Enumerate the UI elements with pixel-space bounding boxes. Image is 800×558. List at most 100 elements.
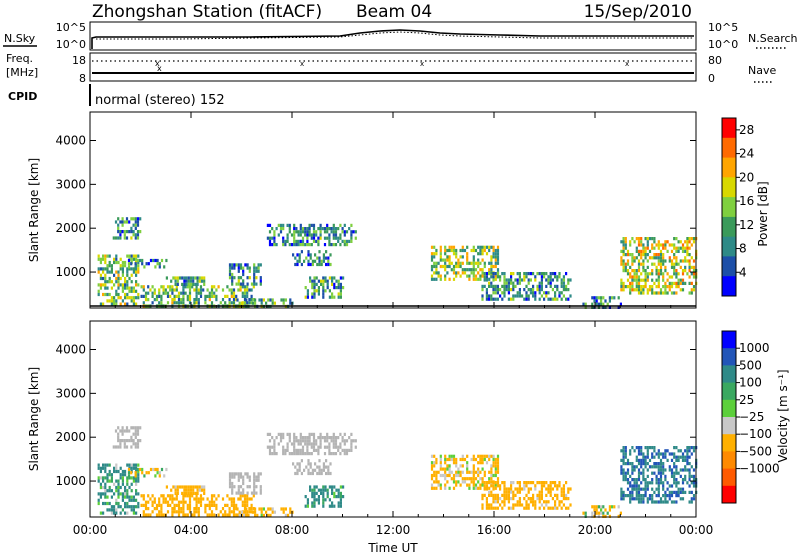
- echo-cell: [470, 248, 473, 253]
- echo-cell: [496, 464, 500, 468]
- echo-cell: [115, 260, 118, 265]
- echo-cell: [192, 491, 195, 495]
- echo-cell: [265, 301, 268, 305]
- echo-cell: [242, 269, 245, 273]
- echo-cell: [134, 236, 137, 240]
- echo-cell: [670, 452, 674, 456]
- echo-cell: [266, 432, 269, 436]
- echo-cell: [328, 276, 331, 280]
- echo-cell: [308, 230, 311, 234]
- echo-cell: [479, 261, 482, 265]
- echo-cell: [307, 471, 310, 476]
- echo-cell: [466, 464, 469, 468]
- echo-cell: [655, 465, 658, 469]
- echo-cell: [631, 256, 634, 260]
- echo-cell: [543, 272, 546, 276]
- echo-cell: [461, 454, 464, 458]
- echo-cell: [686, 468, 689, 472]
- echo-cell: [242, 488, 245, 492]
- echo-cell: [142, 301, 145, 305]
- echo-cell: [631, 259, 634, 263]
- echo-cell: [659, 462, 663, 466]
- echo-cell: [130, 286, 133, 290]
- echo-cell: [282, 223, 285, 227]
- echo-cell: [692, 237, 696, 241]
- echo-cell: [182, 494, 185, 498]
- echo-cell: [331, 276, 334, 280]
- echo-cell: [215, 288, 218, 292]
- echo-cell: [323, 439, 327, 443]
- echo-cell: [335, 279, 338, 283]
- echo-cell: [228, 475, 232, 479]
- echo-cell: [192, 279, 195, 283]
- echo-cell: [119, 511, 122, 515]
- echo-cell: [235, 472, 238, 476]
- echo-cell: [686, 243, 689, 247]
- echo-cell: [529, 272, 532, 276]
- echo-cell: [282, 432, 285, 436]
- echo-cell: [503, 284, 506, 288]
- echo-cell: [158, 262, 161, 266]
- echo-cell: [485, 275, 488, 279]
- echo-cell: [106, 473, 109, 477]
- echo-cell: [666, 249, 669, 253]
- echo-cell: [534, 294, 537, 298]
- echo-cell: [655, 269, 658, 273]
- echo-cell: [556, 278, 559, 282]
- echo-cell: [679, 278, 682, 282]
- echo-cell: [686, 249, 689, 253]
- echo-cell: [490, 470, 493, 474]
- echo-cell: [635, 285, 638, 289]
- echo-cell: [350, 432, 353, 436]
- echo-cell: [439, 483, 442, 487]
- echo-cell: [488, 490, 491, 494]
- echo-cell: [690, 500, 693, 504]
- echo-cell: [510, 278, 513, 282]
- echo-cell: [132, 479, 135, 483]
- echo-cell: [119, 296, 122, 300]
- echo-cell: [496, 506, 499, 510]
- echo-cell: [153, 298, 156, 302]
- echo-cell: [470, 268, 473, 272]
- echo-cell: [137, 270, 140, 274]
- echo-cell: [532, 294, 535, 298]
- echo-cell: [124, 489, 127, 493]
- echo-cell: [659, 265, 663, 269]
- echo-cell: [565, 506, 568, 510]
- echo-cell: [637, 449, 641, 453]
- echo-cell: [677, 249, 680, 253]
- echo-cell: [547, 490, 550, 494]
- echo-cell: [617, 505, 620, 509]
- echo-cell: [681, 458, 685, 462]
- echo-cell: [325, 459, 328, 463]
- echo-cell: [337, 436, 340, 440]
- echo-cell: [651, 243, 654, 247]
- echo-cell: [231, 266, 234, 270]
- echo-cell: [330, 436, 333, 440]
- echo-cell: [240, 301, 243, 305]
- echo-cell: [430, 264, 434, 269]
- echo-cell: [651, 256, 654, 260]
- echo-cell: [135, 270, 138, 274]
- echo-cell: [662, 246, 665, 250]
- echo-cell: [121, 439, 124, 443]
- echo-cell: [166, 503, 170, 507]
- echo-cell: [121, 283, 124, 287]
- echo-cell: [299, 227, 302, 231]
- echo-cell: [657, 285, 660, 289]
- echo-cell: [199, 494, 203, 498]
- echo-cell: [301, 239, 305, 243]
- echo-cell: [551, 297, 554, 301]
- echo-cell: [132, 223, 135, 227]
- echo-cell: [126, 283, 129, 287]
- echo-cell: [622, 237, 625, 241]
- echo-cell: [319, 233, 322, 237]
- echo-cell: [208, 500, 211, 504]
- echo-cell: [501, 284, 504, 288]
- echo-cell: [334, 233, 338, 237]
- echo-cell: [640, 497, 643, 501]
- echo-cell: [269, 507, 272, 511]
- echo-cell: [266, 445, 269, 449]
- echo-cell: [322, 462, 325, 466]
- echo-cell: [629, 291, 632, 295]
